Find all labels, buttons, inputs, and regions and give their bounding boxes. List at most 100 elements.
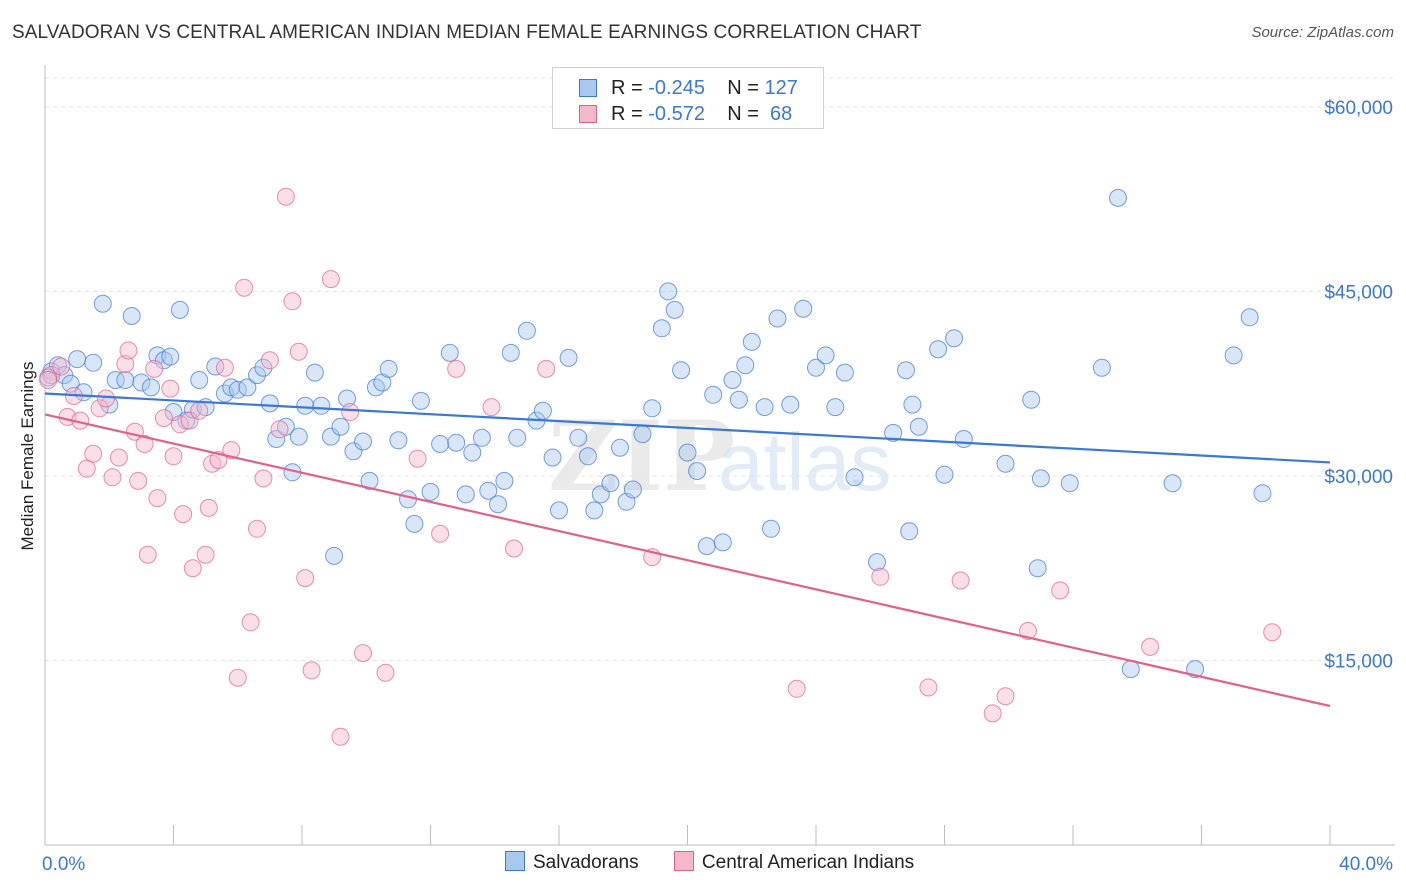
salvadoran-point [845,468,864,487]
central-american-indian-point [270,420,289,439]
salvadoran-point [643,399,662,418]
grid-lines [45,77,1395,661]
salvadoran-point [736,356,755,375]
salvadoran-point [935,465,954,484]
salvadoran-point [93,294,112,313]
salvadoran-point [1109,188,1127,207]
salvadoran-point [238,378,257,397]
salvadoran-point [267,430,286,448]
central-american-indian-point [84,444,103,463]
salvadoran-point [447,433,466,452]
central-american-indian-point [296,569,315,588]
salvadoran-point [816,346,835,365]
central-american-indian-point [276,187,295,206]
salvadoran-point [344,442,363,461]
trend-lines [44,392,1331,708]
central-american-indian-point [919,678,938,697]
salvadoran-point [601,474,620,493]
legend-row-central-american-indians: R = -0.572 N = 68 [553,101,823,127]
watermark-zip: ZIP [548,400,735,513]
salvadoran-point [495,471,514,490]
central-american-indian-point [161,379,180,398]
central-american-indian-point [109,448,128,467]
central-american-indian-point [154,409,173,428]
salvadoran-point [479,481,498,500]
central-american-indian-point [537,359,556,378]
legend-swatch-blue [579,79,597,97]
salvadoran-point [688,462,707,480]
salvadoran-point [768,309,787,328]
salvadoran-trend-line [44,392,1331,464]
salvadoran-point [411,391,430,410]
salvadoran-point [1253,484,1272,503]
central-american-indian-point [190,401,209,420]
legend-r-label: R = [611,77,649,99]
salvadoran-point [1022,390,1041,409]
central-american-indian-point [341,403,360,421]
central-american-indian-point [431,524,450,543]
salvadoran-point [929,340,948,359]
salvadoran-point [559,348,578,367]
salvadoran-point [1240,308,1259,327]
central-american-indian-point [119,341,138,360]
central-american-indian-point [1263,623,1282,642]
legend-row-salvadorans: R = -0.245 N = 127 [553,75,823,101]
salvadoran-point [996,454,1015,473]
central-american-indian-point [180,411,199,430]
salvadoran-point [1028,559,1047,578]
y-tick-label: $15,000 [1324,651,1393,672]
salvadoran-point [729,390,748,409]
salvadoran-point [405,514,424,533]
central-american-indian-point [321,270,340,289]
salvadoran-point [305,363,324,382]
x-tick-label: 40.0% [1339,854,1393,875]
salvadoran-point [48,356,67,375]
salvadoran-point [533,401,552,420]
salvadoran-point [633,425,652,444]
salvadoran-point [206,357,225,376]
central-american-indian-point [174,505,193,524]
bottom-legend-swatch-blue [505,851,525,871]
salvadoran-point [1163,474,1182,493]
salvadoran-point [116,371,135,389]
central-american-indian-point [235,278,254,297]
salvadoran-point [569,428,588,447]
salvadoran-point [472,428,491,447]
y-tick-label: $60,000 [1324,98,1393,119]
central-american-indian-point [505,539,523,558]
central-american-indian-point [1051,581,1070,600]
salvadoran-point [338,389,356,408]
salvadoran-point [142,378,160,397]
y-tick-label: $30,000 [1324,467,1393,488]
salvadoran-point [517,321,536,340]
central-american-indian-point [199,498,218,517]
axes [44,65,1395,846]
salvadoran-point [807,358,825,377]
salvadoran-point [296,396,315,415]
salvadoran-point [354,432,372,451]
bottom-legend-swatch-pink [673,851,694,871]
legend-r-value: -0.572 [648,103,705,125]
salvadoran-point [170,300,189,319]
salvadoran-point [900,522,919,541]
source-label: Source: ZipAtlas.com [1251,24,1394,41]
salvadoran-point [794,299,813,318]
salvadoran-point [440,343,459,362]
salvadoran-point [713,533,732,552]
salvadoran-point [659,282,678,301]
bottom-legend-salvadorans: Salvadorans [505,851,639,874]
legend-swatch-pink [579,105,597,123]
salvadoran-point [723,371,742,389]
salvadoran-point [1031,469,1050,488]
legend-n-label: N = [727,103,765,125]
central-american-indian-point [951,571,970,590]
central-american-indian-point [1141,637,1160,656]
central-american-indian-point [215,358,234,377]
central-american-indian-point [148,489,167,508]
central-american-indian-point [164,447,183,466]
bottom-legend-central-american-indians: Central American Indians [673,851,914,874]
central-american-indian-point [241,613,260,632]
central-american-indian-point [97,389,115,408]
central-american-indian-point [283,292,302,311]
legend-r-label: R = [611,103,649,125]
